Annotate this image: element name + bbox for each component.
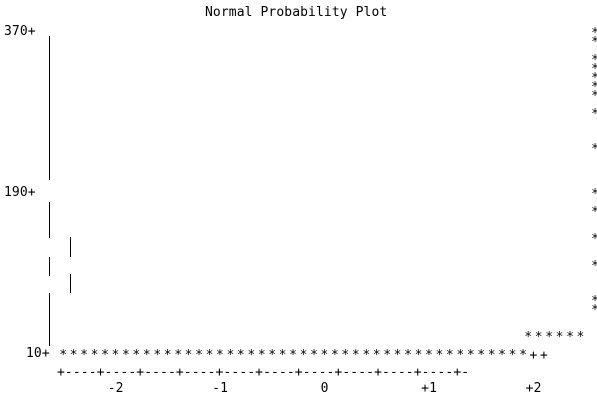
data-point: * — [195, 348, 204, 363]
data-point: * — [69, 348, 78, 363]
data-point: * — [236, 348, 245, 363]
data-point: * — [508, 348, 517, 363]
data-point: * — [534, 330, 543, 346]
data-point: * — [330, 348, 339, 363]
x-tick-label-0: 0 — [320, 381, 329, 396]
x-tick-label-plus-1: +1 — [421, 381, 438, 396]
data-point: * — [425, 348, 433, 363]
data-point: * — [372, 348, 381, 363]
data-point: * — [456, 348, 465, 363]
y-axis-line — [49, 293, 50, 346]
y-axis-line — [70, 274, 71, 293]
data-point: * — [524, 330, 533, 346]
data-point: * — [174, 348, 183, 363]
data-point: * — [591, 80, 597, 95]
data-point: * — [576, 330, 585, 346]
data-point: * — [591, 107, 597, 122]
data-point: * — [362, 348, 371, 363]
y-axis-line — [49, 36, 50, 180]
data-point: * — [477, 348, 486, 363]
data-point: * — [216, 348, 224, 363]
data-point: * — [289, 348, 298, 363]
x-tick-label-plus-2: +2 — [525, 381, 542, 396]
data-point: * — [591, 71, 597, 86]
data-point: * — [591, 295, 597, 309]
data-point: * — [341, 348, 350, 363]
y-tick-label-190: 190+ — [4, 185, 36, 200]
data-point: * — [184, 348, 193, 363]
data-point: * — [404, 348, 413, 363]
data-point: * — [142, 348, 151, 363]
data-point: * — [545, 330, 554, 346]
data-point: * — [121, 348, 130, 363]
data-point: * — [591, 53, 597, 68]
data-point: * — [487, 348, 496, 363]
data-point: * — [153, 348, 162, 363]
data-point: * — [591, 35, 597, 50]
data-point: * — [111, 348, 120, 363]
data-point: * — [591, 259, 597, 274]
data-point: * — [591, 188, 597, 202]
data-point: * — [101, 348, 109, 363]
data-point: * — [591, 232, 597, 247]
data-point: * — [383, 348, 392, 363]
data-point: * — [205, 348, 214, 363]
data-point: * — [163, 348, 172, 363]
data-point: * — [591, 143, 597, 157]
data-point: * — [435, 348, 444, 363]
data-point: * — [278, 348, 287, 363]
data-point: * — [591, 27, 597, 41]
reference-mark: + — [529, 348, 538, 363]
data-point: * — [80, 348, 89, 363]
data-point: * — [566, 330, 575, 346]
data-point: * — [591, 89, 597, 104]
data-point: * — [591, 205, 597, 220]
data-point: * — [299, 348, 308, 363]
y-axis-line — [49, 257, 50, 276]
data-point: * — [247, 348, 256, 363]
data-point: * — [445, 348, 454, 363]
data-point: * — [591, 62, 597, 77]
data-point: * — [351, 348, 360, 363]
data-point: * — [498, 348, 507, 363]
data-point: * — [59, 348, 68, 363]
x-tick-label-minus-1: -1 — [212, 381, 229, 396]
y-tick-label-10: 10+ — [26, 346, 50, 361]
data-point: * — [466, 348, 475, 363]
data-point: * — [519, 348, 527, 363]
reference-mark: + — [539, 348, 548, 363]
data-point: * — [257, 348, 266, 363]
data-point: * — [320, 348, 329, 363]
data-point: * — [393, 348, 402, 363]
data-point: * — [414, 348, 423, 363]
data-point: * — [555, 330, 564, 346]
chart-title: Normal Probability Plot — [205, 5, 388, 20]
data-point: * — [591, 304, 597, 318]
data-point: * — [226, 348, 235, 363]
y-axis-line — [49, 202, 50, 238]
data-point: * — [132, 348, 141, 363]
y-tick-label-370: 370+ — [4, 24, 36, 39]
data-point: * — [268, 348, 277, 363]
y-axis-line — [70, 237, 71, 257]
x-axis-line: +----+----+----+----+----+----+----+----… — [57, 365, 470, 380]
data-point: * — [90, 348, 99, 363]
data-point: * — [310, 348, 318, 363]
x-tick-label-minus-2: -2 — [107, 381, 124, 396]
